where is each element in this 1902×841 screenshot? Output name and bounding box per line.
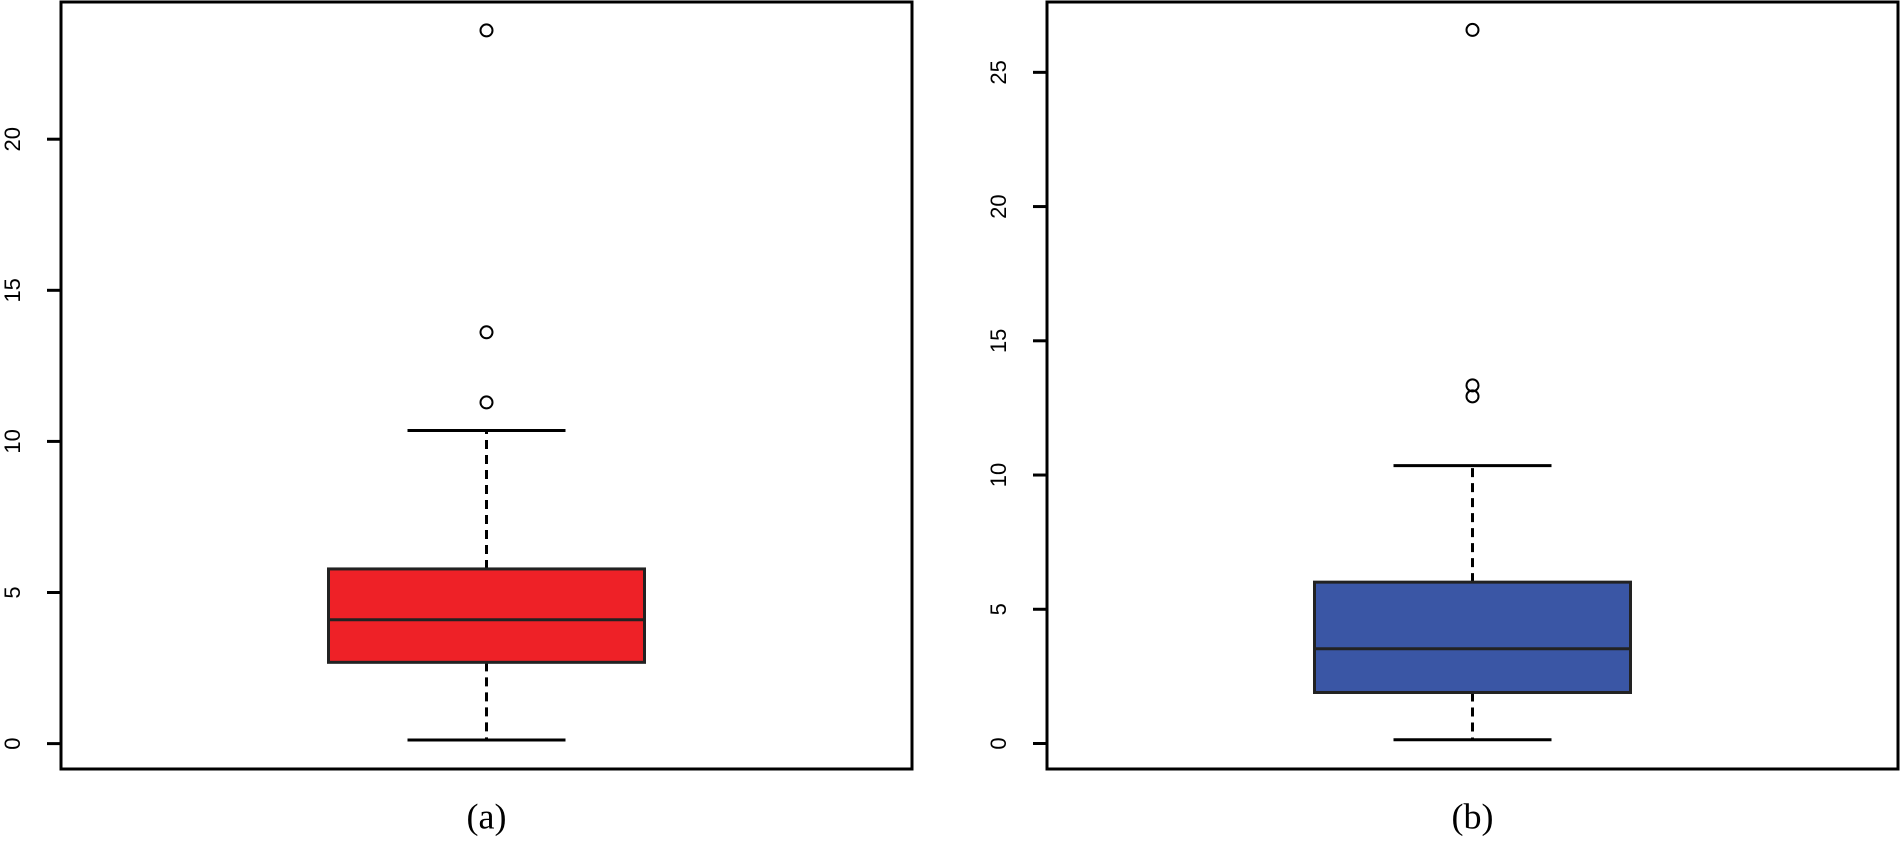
y-tick-label: 10 xyxy=(0,429,25,453)
caption: (b) xyxy=(1452,796,1494,836)
plot-frame xyxy=(59,0,914,771)
y-tick-label: 0 xyxy=(0,737,25,749)
box xyxy=(327,567,646,664)
y-tick-label: 0 xyxy=(986,737,1011,749)
y-tick-label: 15 xyxy=(0,278,25,302)
y-tick-label: 5 xyxy=(986,603,1011,615)
outlier xyxy=(1465,378,1480,393)
caption: (a) xyxy=(467,796,507,836)
y-tick-label: 15 xyxy=(986,329,1011,353)
y-tick-label: 10 xyxy=(986,463,1011,487)
y-tick-label: 25 xyxy=(986,60,1011,84)
y-tick-label: 5 xyxy=(0,586,25,598)
y-tick-label: 20 xyxy=(986,194,1011,218)
outlier xyxy=(479,23,494,38)
y-tick-label: 20 xyxy=(0,127,25,151)
plot-frame xyxy=(1045,0,1900,771)
outlier xyxy=(1465,22,1480,37)
outlier xyxy=(479,395,494,410)
box xyxy=(1313,580,1632,694)
outlier xyxy=(479,325,494,340)
